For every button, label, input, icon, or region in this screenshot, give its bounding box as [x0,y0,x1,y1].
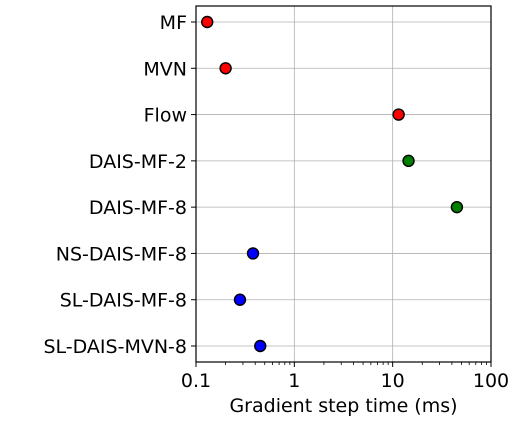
plot-frame [195,5,492,363]
data-point [219,62,232,75]
category-label: DAIS-MF-8 [89,197,187,219]
data-point [450,200,464,214]
category-label: SL-DAIS-MF-8 [60,290,187,312]
x-tick-label: 10 [381,370,405,392]
data-point [392,108,405,121]
data-point [201,15,214,29]
category-label: SL-DAIS-MVN-8 [43,336,187,358]
x-axis-title: Gradient step time (ms) [229,395,457,417]
x-tick-label: 1 [288,370,300,392]
data-point [233,293,247,306]
data-point [254,339,267,353]
x-tick-label: 0.1 [181,370,211,392]
y-axis: MF MVN Flow DAIS-MF-2 DAIS-MF-8 NS-DAIS-MF-8 S… [43,12,196,358]
category-label: Flow [144,105,187,127]
category-label: MF [160,12,187,34]
category-label: NS-DAIS-MF-8 [56,243,187,265]
category-label: DAIS-MF-2 [89,151,187,173]
grid [195,6,492,362]
data-point [246,247,260,260]
x-axis: 0.1 1 10 100 [181,362,509,392]
data-point [402,154,415,168]
x-tick-label: 100 [473,370,509,392]
data-points [201,15,464,353]
category-label: MVN [143,58,187,80]
